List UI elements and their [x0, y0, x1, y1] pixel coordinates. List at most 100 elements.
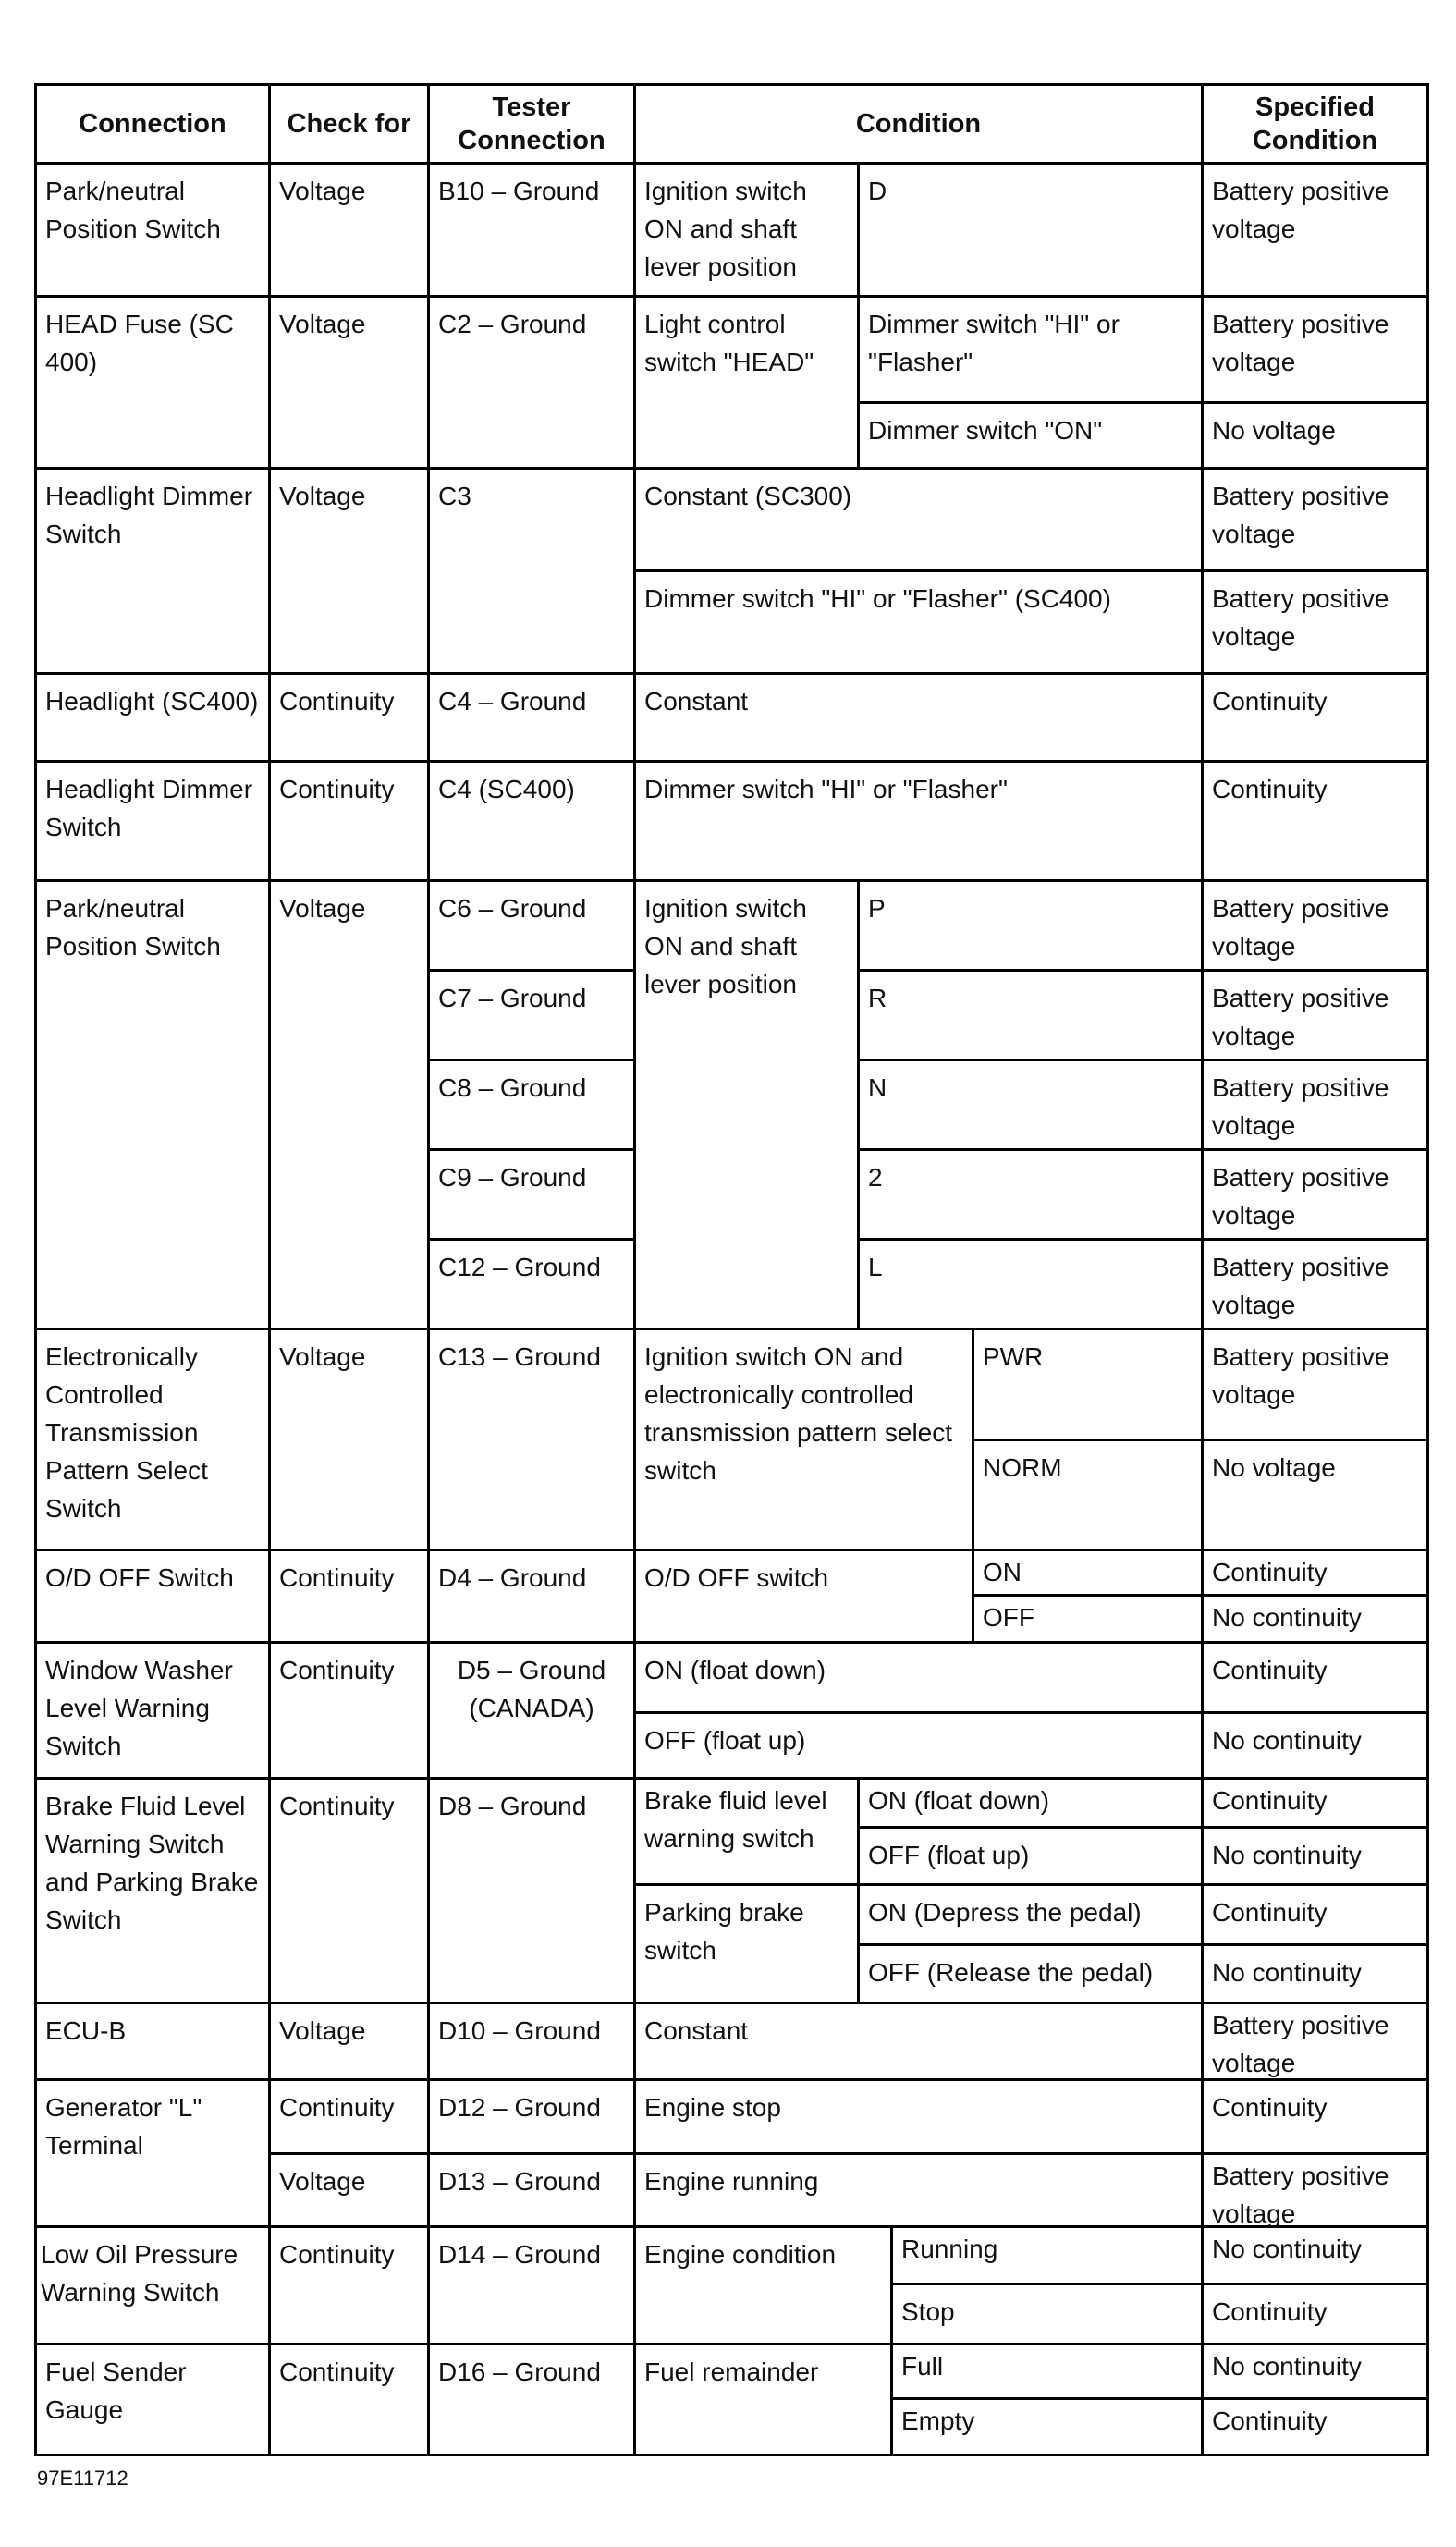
- cell-condition: Constant: [636, 675, 1204, 763]
- cell-tester: D10 – Ground: [430, 2004, 636, 2081]
- cell-condition: OFF (float up): [636, 1714, 1204, 1780]
- cell-specified: Continuity: [1204, 1886, 1429, 1946]
- cell-subcondition: Full: [893, 2345, 1204, 2400]
- cell-condition: Dimmer switch "HI" or "Flasher": [636, 763, 1204, 882]
- cell-tester: D5 – Ground (CANADA): [430, 1644, 636, 1780]
- cell-connection: Headlight (SC400): [37, 675, 271, 763]
- cell-check-for: Continuity: [271, 1644, 430, 1780]
- cell-specified: Continuity: [1204, 1644, 1429, 1714]
- cell-subcondition: OFF (float up): [860, 1829, 1204, 1886]
- cell-subcondition: 2: [860, 1151, 1204, 1241]
- cell-connection: Window Washer Level Warning Switch: [37, 1644, 271, 1780]
- cell-check-for: Voltage: [271, 882, 430, 1330]
- cell-condition: Engine condition: [636, 2228, 893, 2345]
- cell-specified: No voltage: [1204, 404, 1429, 470]
- cell-specified: Battery positive voltage: [1204, 165, 1429, 298]
- cell-tester: C7 – Ground: [430, 972, 636, 1061]
- cell-condition: Light control switch "HEAD": [636, 298, 860, 470]
- cell-subcondition: N: [860, 1061, 1204, 1151]
- cell-condition: Ignition switch ON and electronically co…: [636, 1330, 974, 1551]
- cell-connection: Park/neutral Position Switch: [37, 165, 271, 298]
- cell-condition: Constant: [636, 2004, 1204, 2081]
- cell-tester: C4 (SC400): [430, 763, 636, 882]
- cell-subcondition: D: [860, 165, 1204, 298]
- cell-check-for: Continuity: [271, 2081, 430, 2155]
- cell-subcondition: L: [860, 1241, 1204, 1330]
- header-connection: Connection: [37, 86, 271, 165]
- cell-condition: Fuel remainder: [636, 2345, 893, 2456]
- figure-code: 97E11712: [37, 2467, 128, 2490]
- cell-specified: No continuity: [1204, 1597, 1429, 1644]
- cell-subcondition: P: [860, 882, 1204, 972]
- cell-tester: D12 – Ground: [430, 2081, 636, 2155]
- cell-connection: O/D OFF Switch: [37, 1551, 271, 1644]
- cell-check-for: Continuity: [271, 763, 430, 882]
- cell-specified: Battery positive voltage: [1204, 1151, 1429, 1241]
- cell-connection: Fuel Sender Gauge: [37, 2345, 271, 2456]
- cell-tester: C9 – Ground: [430, 1151, 636, 1241]
- cell-specified: Battery positive voltage: [1204, 882, 1429, 972]
- cell-tester: C8 – Ground: [430, 1061, 636, 1151]
- cell-connection: Generator "L" Terminal: [37, 2081, 271, 2228]
- cell-specified: Battery positive voltage: [1204, 2004, 1429, 2081]
- cell-specified: No continuity: [1204, 1714, 1429, 1780]
- cell-condition: Engine running: [636, 2155, 1204, 2228]
- cell-condition: Brake fluid level warning switch: [636, 1780, 860, 1886]
- cell-specified: Battery positive voltage: [1204, 1061, 1429, 1151]
- cell-specified: Battery positive voltage: [1204, 572, 1429, 675]
- cell-subcondition: OFF: [974, 1597, 1204, 1644]
- cell-condition: Ignition switch ON and shaft lever posit…: [636, 882, 860, 1330]
- header-check-for: Check for: [271, 86, 430, 165]
- cell-tester: C6 – Ground: [430, 882, 636, 972]
- cell-connection: Brake Fluid Level Warning Switch and Par…: [37, 1780, 271, 2004]
- cell-tester: D13 – Ground: [430, 2155, 636, 2228]
- cell-specified: Continuity: [1204, 1780, 1429, 1829]
- cell-tester: D4 – Ground: [430, 1551, 636, 1644]
- cell-subcondition: Empty: [893, 2400, 1204, 2456]
- cell-condition: O/D OFF switch: [636, 1551, 974, 1644]
- cell-subcondition: ON: [974, 1551, 1204, 1597]
- cell-specified: No continuity: [1204, 1829, 1429, 1886]
- cell-connection: Electronically Controlled Transmission P…: [37, 1330, 271, 1551]
- cell-condition: Parking brake switch: [636, 1886, 860, 2004]
- cell-check-for: Continuity: [271, 1551, 430, 1644]
- cell-specified: Battery positive voltage: [1204, 972, 1429, 1061]
- cell-specified: Continuity: [1204, 2400, 1429, 2456]
- cell-connection: Headlight Dimmer Switch: [37, 763, 271, 882]
- cell-check-for: Continuity: [271, 2345, 430, 2456]
- cell-check-for: Voltage: [271, 2004, 430, 2081]
- cell-connection: Low Oil Pressure Warning Switch: [37, 2228, 271, 2345]
- cell-specified: Continuity: [1204, 2081, 1429, 2155]
- cell-subcondition: ON (Depress the pedal): [860, 1886, 1204, 1946]
- cell-subcondition: R: [860, 972, 1204, 1061]
- cell-check-for: Voltage: [271, 298, 430, 470]
- cell-subcondition: OFF (Release the pedal): [860, 1946, 1204, 2004]
- cell-specified: Continuity: [1204, 675, 1429, 763]
- cell-subcondition: Dimmer switch "ON": [860, 404, 1204, 470]
- cell-specified: Battery positive voltage: [1204, 2155, 1429, 2228]
- cell-condition: Ignition switch ON and shaft lever posit…: [636, 165, 860, 298]
- cell-subcondition: NORM: [974, 1441, 1204, 1551]
- header-tester-connection: Tester Connection: [430, 86, 636, 165]
- cell-tester: C4 – Ground: [430, 675, 636, 763]
- cell-specified: Battery positive voltage: [1204, 298, 1429, 404]
- cell-check-for: Continuity: [271, 675, 430, 763]
- cell-check-for: Continuity: [271, 2228, 430, 2345]
- cell-specified: Continuity: [1204, 2285, 1429, 2345]
- cell-tester: D14 – Ground: [430, 2228, 636, 2345]
- cell-subcondition: Stop: [893, 2285, 1204, 2345]
- cell-specified: No continuity: [1204, 2345, 1429, 2400]
- cell-specified: Battery positive voltage: [1204, 470, 1429, 572]
- cell-specified: No continuity: [1204, 2228, 1429, 2285]
- cell-subcondition: Running: [893, 2228, 1204, 2285]
- cell-tester: D16 – Ground: [430, 2345, 636, 2456]
- cell-connection: ECU-B: [37, 2004, 271, 2081]
- cell-specified: Battery positive voltage: [1204, 1330, 1429, 1441]
- cell-specified: No voltage: [1204, 1441, 1429, 1551]
- cell-specified: Continuity: [1204, 763, 1429, 882]
- cell-subcondition: PWR: [974, 1330, 1204, 1441]
- cell-connection: Park/neutral Position Switch: [37, 882, 271, 1330]
- cell-subcondition: ON (float down): [860, 1780, 1204, 1829]
- cell-condition: Constant (SC300): [636, 470, 1204, 572]
- cell-tester: B10 – Ground: [430, 165, 636, 298]
